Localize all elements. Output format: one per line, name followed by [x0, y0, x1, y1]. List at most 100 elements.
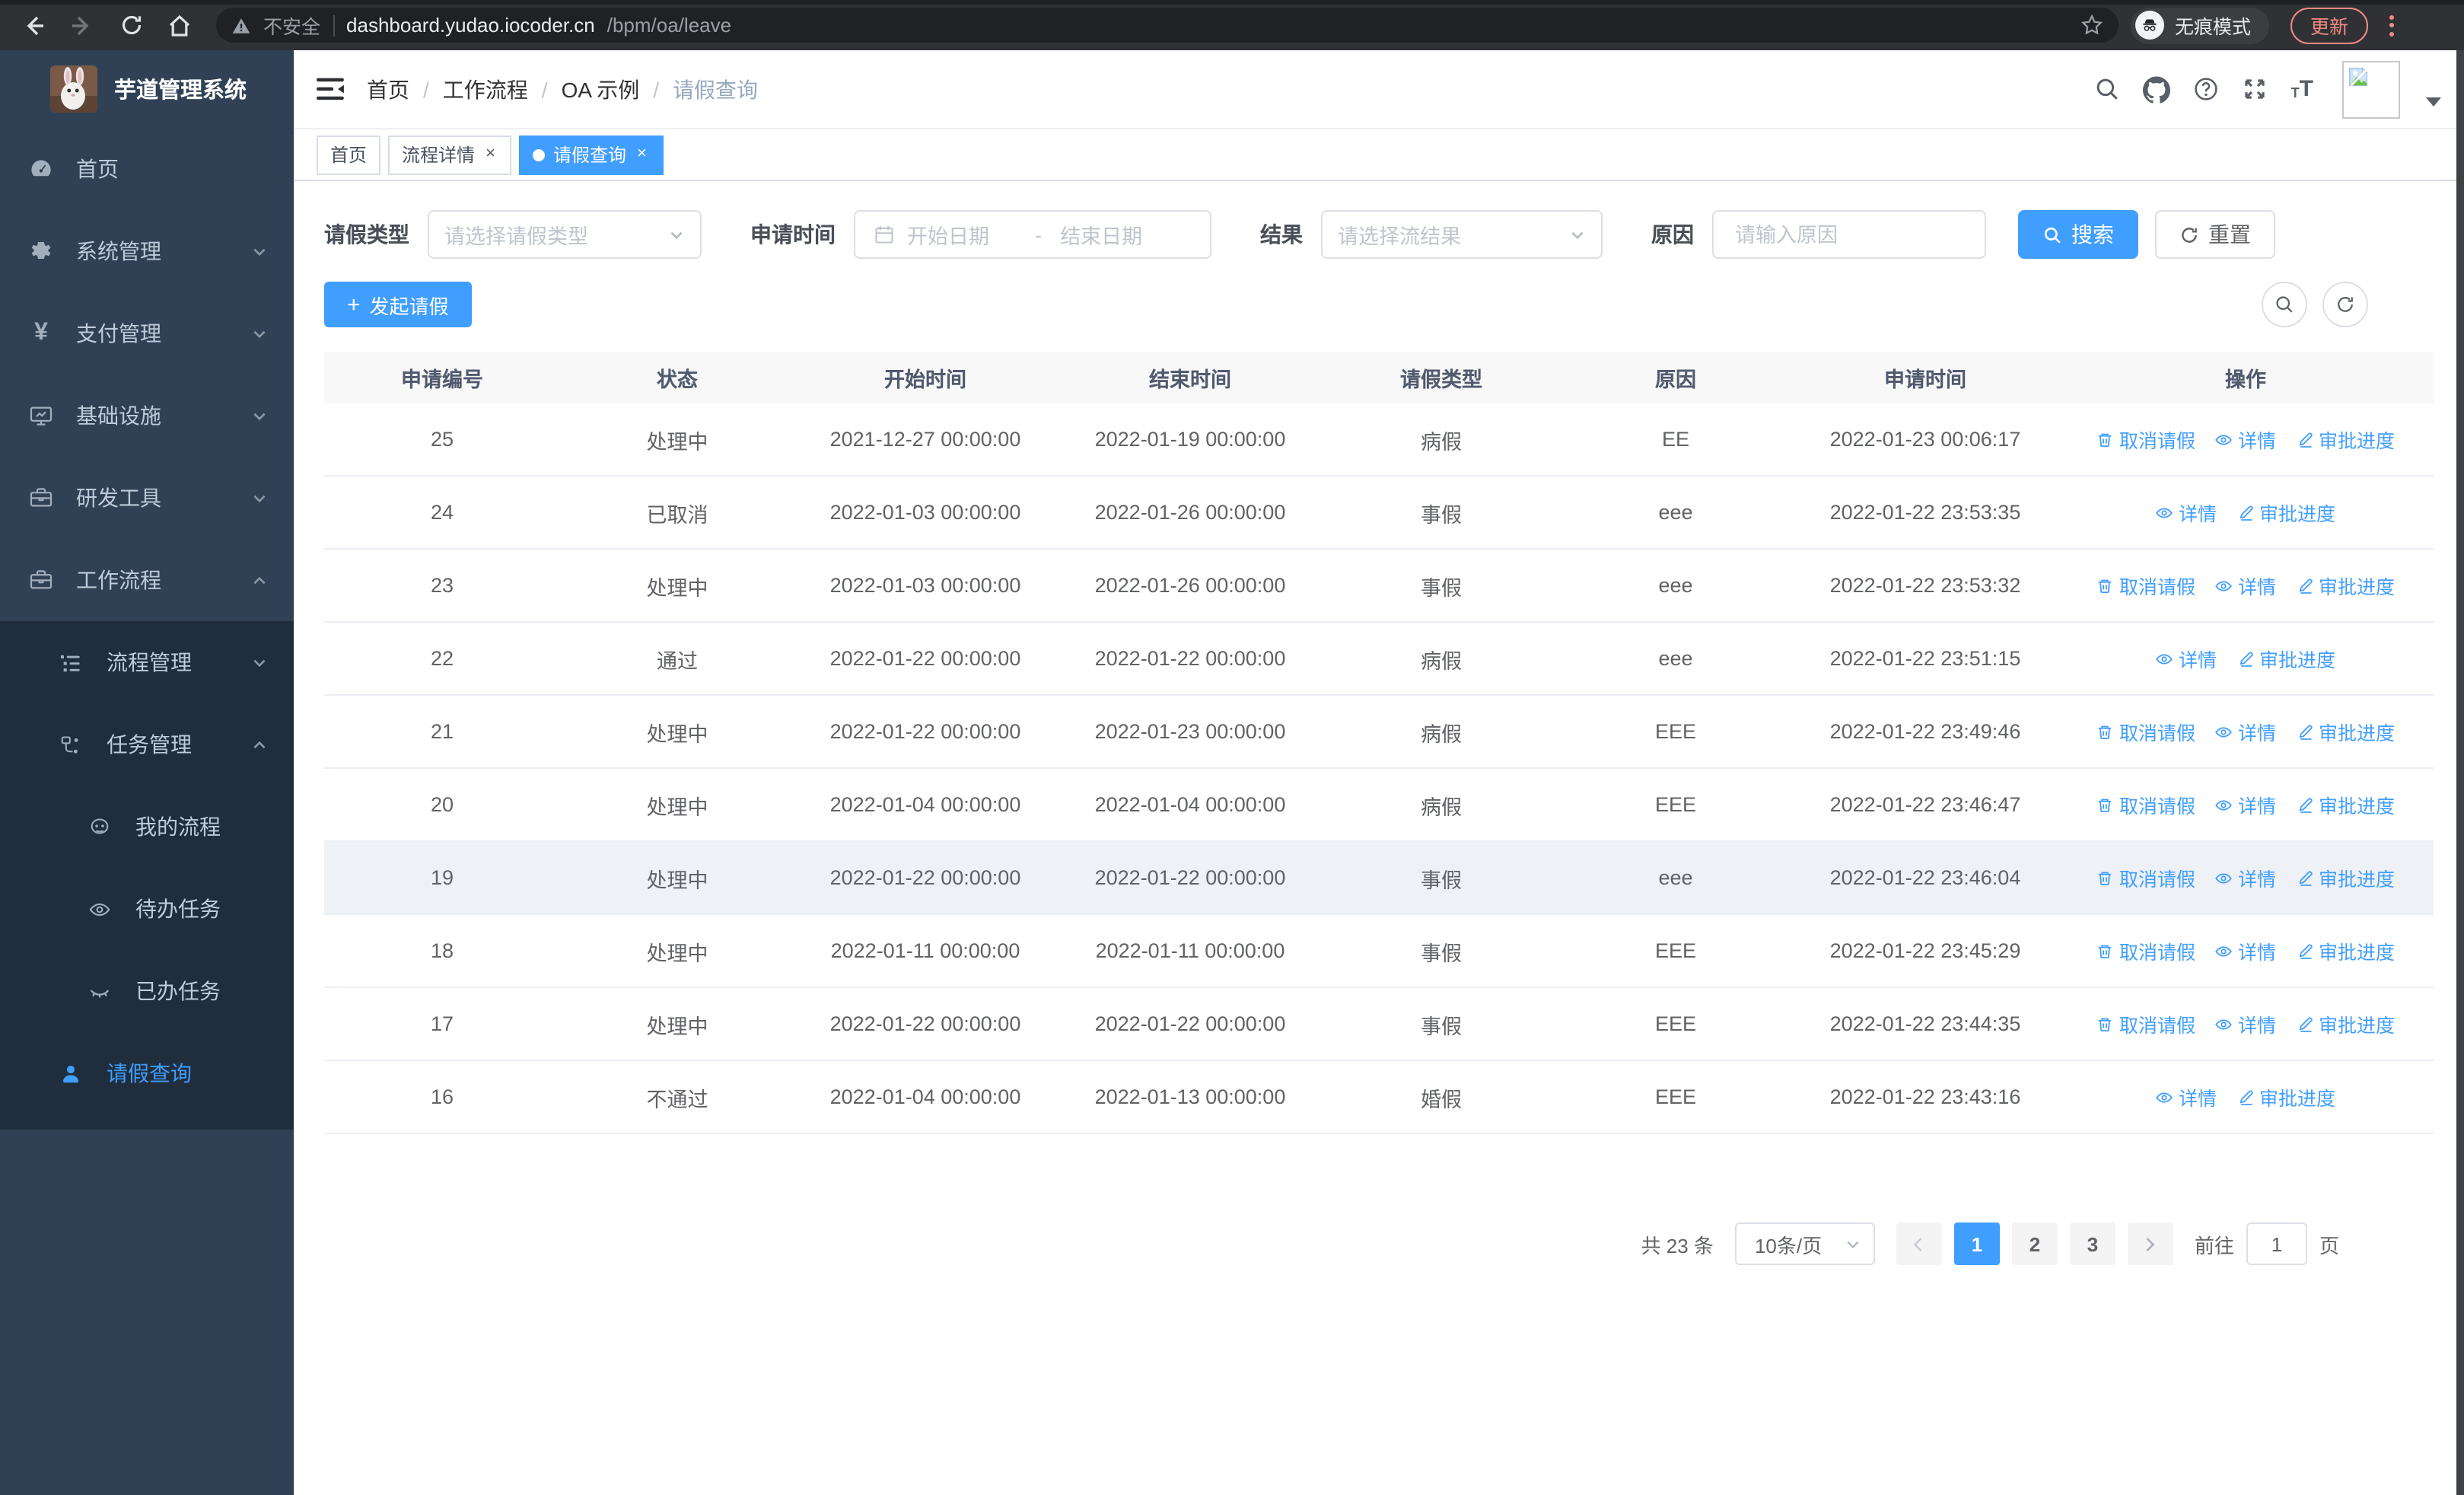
table-row[interactable]: 16 不通过 2022-01-04 00:00:00 2022-01-13 00… — [324, 1061, 2434, 1134]
leave-type-select[interactable]: 请选择请假类型 — [428, 210, 702, 259]
sidebar-item-label: 请假查询 — [107, 1061, 192, 1085]
cancel-leave-link[interactable]: 取消请假 — [2096, 571, 2195, 600]
breadcrumb-item[interactable]: 工作流程 — [442, 77, 528, 101]
page-button-2[interactable]: 2 — [2011, 1222, 2058, 1265]
security-label[interactable]: 不安全 — [263, 17, 321, 38]
reload-button[interactable] — [113, 8, 149, 42]
sidebar-item-devtools[interactable]: 研发工具 — [0, 457, 294, 539]
next-page-button[interactable] — [2127, 1222, 2173, 1265]
reset-button[interactable]: 重置 — [2155, 210, 2275, 259]
sidebar-item-leave-query[interactable]: 请假查询 — [0, 1032, 294, 1114]
tab-process-detail[interactable]: 流程详情 × — [388, 135, 512, 174]
table-row[interactable]: 21 处理中 2022-01-22 00:00:00 2022-01-23 00… — [324, 696, 2434, 769]
reason-input[interactable] — [1732, 222, 1966, 247]
sidebar-item-task-mgmt[interactable]: 任务管理 — [0, 703, 294, 786]
approval-progress-link[interactable]: 审批进度 — [2296, 571, 2395, 600]
detail-link[interactable]: 详情 — [2156, 1082, 2217, 1111]
cancel-leave-link[interactable]: 取消请假 — [2096, 425, 2195, 454]
approval-progress-link[interactable]: 审批进度 — [2296, 1009, 2395, 1038]
chevron-down-icon — [251, 489, 268, 506]
help-button[interactable] — [2194, 76, 2220, 102]
approval-progress-link[interactable]: 审批进度 — [2236, 1082, 2335, 1111]
row-actions: 取消请假 详情 审批进度 — [2058, 790, 2434, 819]
apply-time-range-picker[interactable]: 开始日期 - 结束日期 — [854, 210, 1211, 259]
update-button[interactable]: 更新 — [2291, 7, 2369, 43]
sidebar-fold-button[interactable] — [317, 76, 345, 102]
breadcrumb-item[interactable]: 首页 — [367, 77, 409, 101]
sidebar-item-system[interactable]: 系统管理 — [0, 210, 294, 292]
page-scrollbar[interactable] — [2456, 50, 2464, 1495]
cancel-leave-link[interactable]: 取消请假 — [2096, 863, 2195, 892]
app-logo-row[interactable]: 芋道管理系统 — [0, 50, 294, 128]
sidebar-item-infra[interactable]: 基础设施 — [0, 375, 294, 457]
table-row[interactable]: 23 处理中 2022-01-03 00:00:00 2022-01-26 00… — [324, 550, 2434, 623]
goto-page-input[interactable] — [2246, 1222, 2307, 1265]
toggle-search-button[interactable] — [2262, 282, 2307, 327]
col-status: 状态 — [657, 368, 698, 391]
page-size-select[interactable]: 10条/页 — [1734, 1222, 1875, 1265]
breadcrumb-item[interactable]: OA 示例 — [561, 77, 640, 101]
table-row[interactable]: 20 处理中 2022-01-04 00:00:00 2022-01-04 00… — [324, 769, 2434, 842]
cancel-leave-link[interactable]: 取消请假 — [2096, 1009, 2195, 1038]
prev-page-button[interactable] — [1896, 1222, 1942, 1265]
sidebar-item-todo-tasks[interactable]: 待办任务 — [0, 868, 294, 950]
avatar-dropdown-caret[interactable] — [2426, 97, 2441, 106]
url-bar[interactable]: 不安全 dashboard.yudao.iocoder.cn/bpm/oa/le… — [216, 8, 2119, 43]
sidebar-item-home[interactable]: 首页 — [0, 128, 294, 210]
table-row[interactable]: 19 处理中 2022-01-22 00:00:00 2022-01-22 00… — [324, 842, 2434, 915]
create-leave-button[interactable]: + 发起请假 — [324, 282, 472, 327]
bookmark-star-icon[interactable] — [2080, 14, 2103, 37]
close-icon[interactable]: × — [485, 145, 495, 163]
sidebar-item-workflow[interactable]: 工作流程 — [0, 539, 294, 621]
detail-link[interactable]: 详情 — [2215, 863, 2276, 892]
refresh-table-button[interactable] — [2322, 282, 2368, 327]
row-end: 2022-01-13 00:00:00 — [1094, 1085, 1286, 1108]
sidebar-item-my-process[interactable]: 我的流程 — [0, 786, 294, 868]
detail-link[interactable]: 详情 — [2215, 1009, 2276, 1038]
table-row[interactable]: 18 处理中 2022-01-11 00:00:00 2022-01-11 00… — [324, 915, 2434, 988]
avatar[interactable] — [2342, 60, 2400, 118]
detail-link[interactable]: 详情 — [2215, 936, 2276, 965]
sidebar-item-done-tasks[interactable]: 已办任务 — [0, 950, 294, 1032]
home-button[interactable] — [161, 8, 198, 42]
table-row[interactable]: 24 已取消 2022-01-03 00:00:00 2022-01-26 00… — [324, 477, 2434, 550]
search-button[interactable]: 搜索 — [2018, 210, 2138, 259]
workflow-submenu: 流程管理 任务管理 我的流程 — [0, 621, 294, 1130]
page-button-1[interactable]: 1 — [1953, 1222, 2000, 1265]
back-button[interactable] — [15, 8, 52, 42]
table-row[interactable]: 25 处理中 2021-12-27 00:00:00 2022-01-19 00… — [324, 403, 2434, 477]
cancel-leave-link[interactable]: 取消请假 — [2096, 790, 2195, 819]
approval-progress-link[interactable]: 审批进度 — [2296, 425, 2395, 454]
table-row[interactable]: 17 处理中 2022-01-22 00:00:00 2022-01-22 00… — [324, 988, 2434, 1061]
sidebar-item-payment[interactable]: ¥ 支付管理 — [0, 292, 294, 375]
detail-link[interactable]: 详情 — [2215, 717, 2276, 746]
row-apply-time: 2022-01-23 00:06:17 — [1829, 428, 2021, 451]
tab-home[interactable]: 首页 — [317, 135, 381, 174]
tab-leave-query[interactable]: 请假查询 × — [519, 135, 664, 174]
header-search-button[interactable] — [2095, 76, 2121, 102]
detail-link[interactable]: 详情 — [2156, 644, 2217, 673]
detail-link[interactable]: 详情 — [2215, 425, 2276, 454]
page-button-3[interactable]: 3 — [2069, 1222, 2115, 1265]
cancel-leave-link[interactable]: 取消请假 — [2096, 717, 2195, 746]
approval-progress-link[interactable]: 审批进度 — [2296, 936, 2395, 965]
detail-link[interactable]: 详情 — [2215, 790, 2276, 819]
detail-link[interactable]: 详情 — [2215, 571, 2276, 600]
fullscreen-button[interactable] — [2243, 76, 2268, 102]
cancel-leave-link[interactable]: 取消请假 — [2096, 936, 2195, 965]
result-select[interactable]: 请选择流结果 — [1321, 210, 1603, 259]
table-row[interactable]: 22 通过 2022-01-22 00:00:00 2022-01-22 00:… — [324, 623, 2434, 696]
detail-link[interactable]: 详情 — [2156, 498, 2217, 527]
approval-progress-link[interactable]: 审批进度 — [2236, 644, 2335, 673]
eye-closed-icon — [88, 980, 111, 1003]
github-link[interactable] — [2143, 75, 2171, 103]
close-icon[interactable]: × — [636, 145, 647, 163]
approval-progress-link[interactable]: 审批进度 — [2296, 863, 2395, 892]
sidebar-item-process-mgmt[interactable]: 流程管理 — [0, 621, 294, 703]
browser-menu-button[interactable] — [2389, 14, 2395, 36]
approval-progress-link[interactable]: 审批进度 — [2296, 717, 2395, 746]
approval-progress-link[interactable]: 审批进度 — [2296, 790, 2395, 819]
forward-button[interactable] — [64, 8, 100, 42]
approval-progress-link[interactable]: 审批进度 — [2236, 498, 2335, 527]
